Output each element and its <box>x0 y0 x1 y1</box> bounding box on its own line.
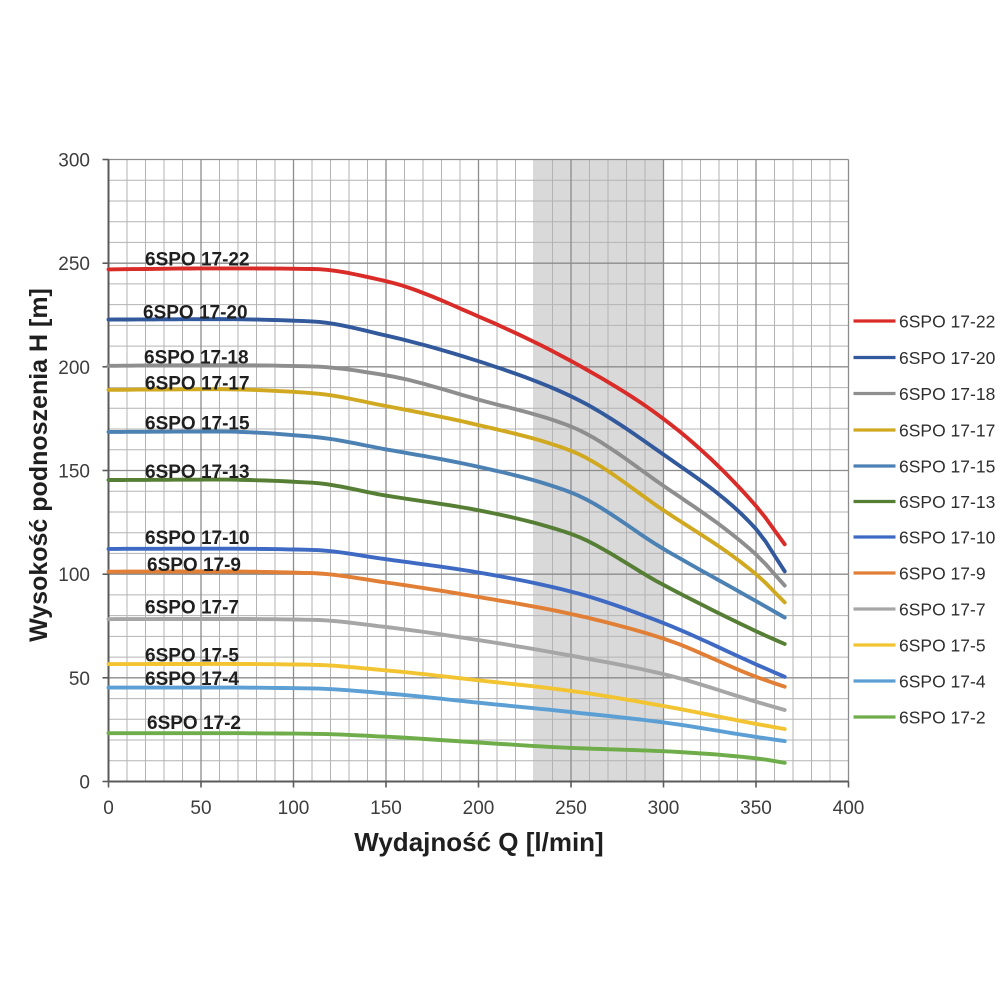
svg-text:6SPO 17-9: 6SPO 17-9 <box>147 555 241 576</box>
svg-text:Wysokość podnoszenia H [m]: Wysokość podnoszenia H [m] <box>25 288 53 642</box>
svg-text:6SPO 17-20: 6SPO 17-20 <box>899 348 996 368</box>
svg-text:250: 250 <box>555 798 587 819</box>
svg-text:250: 250 <box>58 254 90 275</box>
svg-text:6SPO 17-2: 6SPO 17-2 <box>899 708 986 728</box>
svg-text:0: 0 <box>103 798 114 819</box>
svg-text:200: 200 <box>58 358 90 379</box>
svg-text:6SPO 17-17: 6SPO 17-17 <box>899 421 995 441</box>
svg-text:6SPO 17-10: 6SPO 17-10 <box>899 528 996 548</box>
svg-text:6SPO 17-18: 6SPO 17-18 <box>144 348 249 369</box>
svg-text:6SPO 17-10: 6SPO 17-10 <box>145 528 250 549</box>
svg-text:300: 300 <box>648 798 680 819</box>
svg-text:6SPO 17-4: 6SPO 17-4 <box>899 672 986 692</box>
svg-text:6SPO 17-13: 6SPO 17-13 <box>899 492 995 512</box>
svg-text:200: 200 <box>463 798 495 819</box>
svg-text:6SPO 17-4: 6SPO 17-4 <box>145 669 239 690</box>
svg-text:6SPO 17-13: 6SPO 17-13 <box>145 462 250 483</box>
svg-text:6SPO 17-5: 6SPO 17-5 <box>145 646 239 667</box>
svg-text:0: 0 <box>79 773 90 794</box>
svg-text:300: 300 <box>58 151 90 172</box>
svg-text:6SPO 17-9: 6SPO 17-9 <box>899 564 986 584</box>
svg-text:6SPO 17-7: 6SPO 17-7 <box>145 598 239 619</box>
svg-text:350: 350 <box>740 798 772 819</box>
svg-text:6SPO 17-22: 6SPO 17-22 <box>899 312 995 332</box>
svg-text:6SPO 17-5: 6SPO 17-5 <box>899 636 986 656</box>
svg-text:6SPO 17-15: 6SPO 17-15 <box>145 414 250 435</box>
svg-text:50: 50 <box>190 798 211 819</box>
svg-text:Wydajność Q [l/min]: Wydajność Q [l/min] <box>354 827 603 857</box>
svg-text:50: 50 <box>69 669 90 690</box>
svg-text:150: 150 <box>370 798 402 819</box>
svg-text:6SPO 17-18: 6SPO 17-18 <box>899 384 995 404</box>
svg-text:6SPO 17-17: 6SPO 17-17 <box>145 374 250 395</box>
svg-text:400: 400 <box>833 798 865 819</box>
svg-text:6SPO 17-15: 6SPO 17-15 <box>899 457 995 477</box>
svg-text:100: 100 <box>58 565 90 586</box>
svg-text:6SPO 17-22: 6SPO 17-22 <box>145 250 250 271</box>
svg-text:6SPO 17-7: 6SPO 17-7 <box>899 600 986 620</box>
svg-text:6SPO 17-20: 6SPO 17-20 <box>143 303 248 324</box>
svg-text:6SPO 17-2: 6SPO 17-2 <box>147 713 241 734</box>
svg-text:150: 150 <box>58 462 90 483</box>
svg-text:100: 100 <box>278 798 310 819</box>
